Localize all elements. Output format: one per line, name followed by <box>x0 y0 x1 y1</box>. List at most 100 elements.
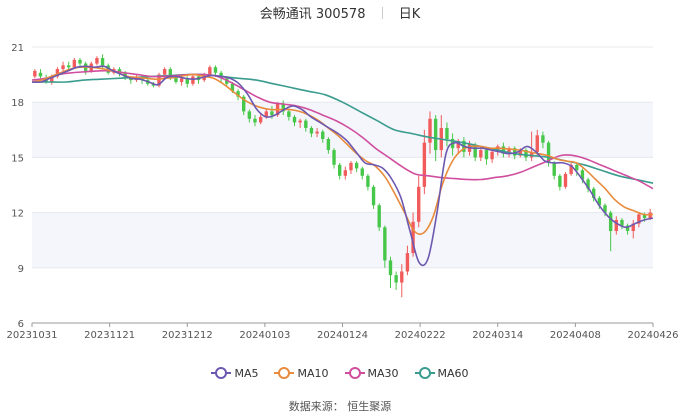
candle-body <box>371 186 376 206</box>
candle-body <box>270 111 274 116</box>
x-tick-label: 20240314 <box>472 330 523 341</box>
candle-body <box>411 221 415 254</box>
candle-body <box>422 142 427 187</box>
chart-legend: MA5 MA10 MA30 MA60 <box>0 367 680 380</box>
candle-body <box>258 116 263 123</box>
candle-body <box>253 118 257 123</box>
candle-body <box>292 116 297 123</box>
candle-body <box>631 223 635 231</box>
candle-body <box>50 76 54 82</box>
candle-body <box>625 225 630 231</box>
candle-body <box>524 150 528 158</box>
candle-body <box>473 144 477 158</box>
candle-body <box>106 65 110 73</box>
y-tick-label: 21 <box>11 43 24 54</box>
candle-body <box>383 227 387 261</box>
legend-marker-icon <box>211 367 232 379</box>
candle-body <box>61 65 65 70</box>
candle-body <box>191 76 195 84</box>
candle-body <box>529 151 534 158</box>
candle-body <box>95 58 99 64</box>
candle-body <box>433 118 438 151</box>
series-line-ma5 <box>31 65 654 267</box>
legend-label: MA30 <box>367 367 399 380</box>
legend-marker-icon <box>274 367 295 379</box>
grid-band <box>32 212 653 268</box>
y-tick-label: 18 <box>11 98 24 109</box>
candle-body <box>394 275 398 283</box>
candle-body <box>456 140 460 149</box>
candle-body <box>541 135 545 143</box>
candle-body <box>490 151 494 160</box>
y-tick-label: 15 <box>11 153 24 164</box>
x-tick-label: 20231121 <box>84 330 135 341</box>
candle-body <box>213 67 218 73</box>
candle-body <box>78 59 82 64</box>
candle-body <box>592 188 596 198</box>
candle-body <box>400 271 404 283</box>
candle-body <box>185 78 189 84</box>
x-tick-label: 20231031 <box>7 330 58 341</box>
candle-body <box>563 173 568 187</box>
candle-body <box>247 111 252 119</box>
candle-body <box>377 205 381 228</box>
legend-marker-icon <box>344 367 365 379</box>
candle-body <box>309 127 314 134</box>
candle-body <box>507 148 511 154</box>
candle-body <box>298 120 302 123</box>
series-line-ma10 <box>31 66 654 236</box>
candle-body <box>264 111 268 117</box>
candle-body <box>417 186 421 222</box>
candle-body <box>129 78 133 81</box>
candle-body <box>281 104 285 112</box>
series-line-ma30 <box>31 69 654 190</box>
legend-label: MA5 <box>234 367 259 380</box>
data-source: 数据来源： 恒生聚源 <box>288 400 392 413</box>
x-tick-label: 20240222 <box>395 330 446 341</box>
candle-body <box>484 150 489 160</box>
candle-body <box>236 91 240 97</box>
candle-body <box>100 58 105 66</box>
candle-body <box>326 139 331 151</box>
candle-body <box>575 164 579 171</box>
y-tick-label: 6 <box>18 319 24 330</box>
x-tick-label: 20231212 <box>162 330 213 341</box>
candle-body <box>586 179 590 189</box>
candle-body <box>552 162 556 176</box>
candle-body <box>337 164 342 176</box>
candle-body <box>354 162 359 169</box>
candle-body <box>608 212 613 231</box>
x-tick-label: 20240124 <box>317 330 368 341</box>
legend-item-ma30[interactable]: MA30 <box>344 367 399 380</box>
candle-body <box>501 146 506 154</box>
candle-body <box>304 120 308 128</box>
candle-body <box>479 150 483 158</box>
candle-body <box>174 76 178 82</box>
candle-body <box>321 131 325 139</box>
candle-body <box>117 69 122 73</box>
legend-item-ma5[interactable]: MA5 <box>211 367 258 380</box>
candle-body <box>518 150 523 156</box>
candle-body <box>168 69 173 77</box>
legend-item-ma10[interactable]: MA10 <box>274 367 329 380</box>
candle-body <box>208 67 212 75</box>
candle-body <box>366 175 370 187</box>
candle-body <box>445 127 449 139</box>
legend-item-ma60[interactable]: MA60 <box>414 367 469 380</box>
candle-body <box>512 148 517 156</box>
candle-body <box>157 74 161 86</box>
grid-band <box>32 102 653 158</box>
candle-body <box>162 69 167 75</box>
period-label: 日K <box>398 7 421 22</box>
candle-body <box>388 260 393 276</box>
candle-body <box>360 168 364 176</box>
candle-body <box>315 131 319 134</box>
chart-header: 会畅通讯 300578 日K <box>0 3 680 22</box>
candle-body <box>67 65 71 68</box>
candle-body <box>642 214 647 219</box>
y-tick-label: 12 <box>11 209 24 220</box>
candle-body <box>546 142 551 163</box>
candle-body <box>242 96 246 112</box>
